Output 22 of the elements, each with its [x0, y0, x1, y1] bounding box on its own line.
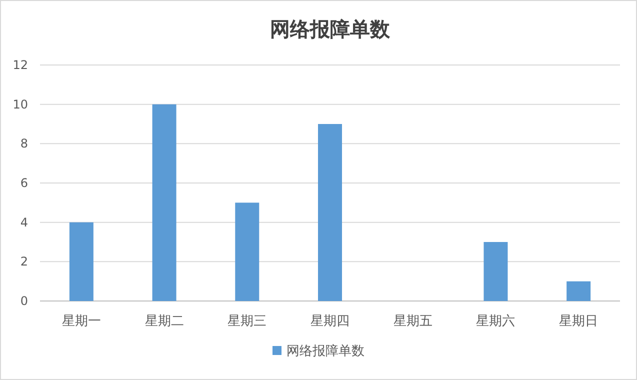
x-tick-label: 星期二: [144, 314, 184, 329]
x-tick-label: 星期六: [476, 314, 516, 329]
y-tick-label: 8: [20, 136, 28, 151]
bar: [318, 124, 342, 301]
y-tick-label: 0: [20, 294, 28, 308]
y-tick-label: 12: [12, 58, 28, 72]
y-tick-label: 10: [12, 97, 28, 112]
x-tick-label: 星期日: [559, 314, 598, 329]
y-tick-label: 4: [20, 215, 28, 230]
bar: [235, 202, 260, 301]
chart-title: 网络报障单数: [270, 17, 391, 41]
bar: [152, 104, 176, 301]
y-tick-label: 2: [20, 254, 28, 269]
x-tick-label: 星期一: [62, 314, 101, 329]
legend-label: 网络报障单数: [286, 344, 364, 359]
x-tick-label: 星期四: [310, 314, 350, 329]
x-tick-label: 星期三: [228, 314, 267, 329]
x-tick-label: 星期五: [393, 314, 432, 329]
bar: [566, 281, 591, 301]
y-tick-label: 6: [20, 176, 28, 190]
bar: [484, 242, 508, 301]
bar: [69, 222, 94, 301]
